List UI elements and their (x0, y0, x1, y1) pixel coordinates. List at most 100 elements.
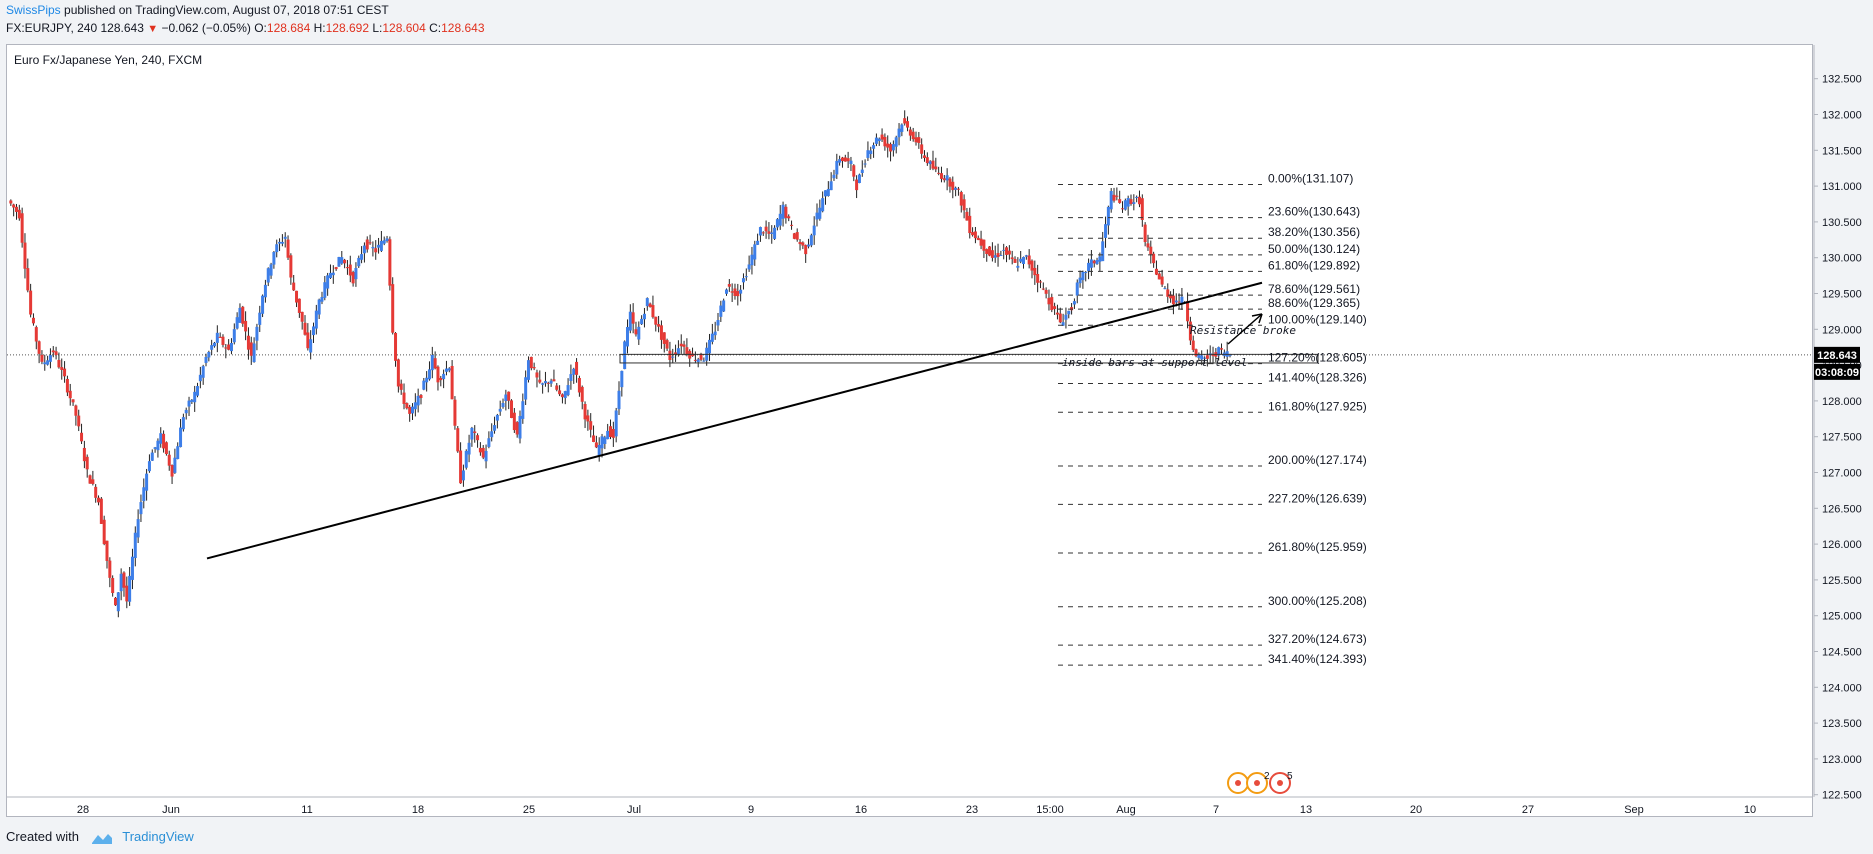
candle-body (128, 575, 132, 602)
candle-body (314, 310, 318, 329)
candle-body (532, 367, 536, 369)
candle-body (201, 366, 205, 378)
candle-body (665, 340, 669, 349)
candle-body (840, 157, 844, 162)
candle-body (600, 436, 604, 449)
tradingview-link[interactable]: TradingView (122, 829, 194, 844)
footer: Created with TradingView (6, 829, 194, 845)
candle-body (1118, 199, 1122, 203)
candle-body (657, 324, 661, 327)
candle-body (620, 370, 624, 388)
candle-body (1010, 257, 1014, 260)
candle-body (303, 322, 307, 335)
candle-body (456, 428, 460, 452)
candle-body (668, 350, 672, 360)
x-tick-label: 13 (1300, 804, 1312, 816)
candle-body (894, 137, 898, 147)
candle-body (866, 150, 870, 158)
candle-body (597, 444, 601, 456)
candle-body (628, 311, 632, 331)
candle-body (130, 556, 134, 580)
candle-body (51, 350, 55, 353)
candle-body (17, 209, 21, 219)
candle-body (1098, 256, 1102, 262)
candle-body (136, 519, 140, 538)
candle-body (1033, 267, 1037, 276)
candle-body (365, 239, 369, 250)
y-tick-label: 122.500 (1822, 790, 1862, 802)
last-price-badge-label: 128.643 (1817, 350, 1857, 362)
candle-body (108, 560, 112, 578)
candle-body (1044, 289, 1048, 294)
candle-body (164, 442, 168, 455)
candle-body (722, 300, 726, 312)
candle-body (283, 236, 287, 239)
fib-level-label: 0.00%(131.107) (1268, 171, 1353, 185)
candle-body (1013, 258, 1017, 263)
publish-header: SwissPips published on TradingView.com, … (6, 3, 389, 17)
candle-body (889, 144, 893, 152)
candle-body (1137, 196, 1141, 205)
fib-level-label: 327.20%(124.673) (1268, 632, 1367, 646)
candle-body (459, 450, 463, 484)
fib-level-label: 341.40%(124.393) (1268, 652, 1367, 666)
candle-body (65, 378, 69, 393)
candle-body (968, 215, 972, 234)
candle-body (1205, 355, 1209, 359)
x-tick-label: Sep (1624, 804, 1644, 816)
candle-body (224, 347, 228, 349)
candle-body (877, 138, 881, 142)
candle-body (411, 406, 415, 414)
close-label: C: (429, 21, 442, 35)
candle-body (560, 394, 564, 398)
open-value: 128.684 (266, 21, 311, 35)
candle-body (328, 272, 332, 279)
candle-body (674, 352, 678, 355)
candle-body (244, 320, 248, 332)
candle-body (942, 178, 946, 181)
candle-body (914, 137, 918, 143)
candle-body (821, 198, 825, 212)
candle-body (855, 179, 859, 191)
candle-body (939, 173, 943, 179)
x-tick-label: 20 (1410, 804, 1422, 816)
candle-body (1228, 354, 1232, 356)
fib-level-label: 200.00%(127.174) (1268, 453, 1367, 467)
candle-body (962, 199, 966, 211)
candle-body (1078, 277, 1082, 284)
chart-panel[interactable] (6, 44, 1813, 817)
candle-body (275, 244, 279, 253)
candle-body (309, 339, 313, 353)
candle-body (119, 573, 123, 592)
candle-body (843, 157, 847, 162)
candle-body (1106, 206, 1110, 226)
candle-body (1081, 271, 1085, 281)
candle-body (1087, 262, 1091, 272)
fib-level-label: 23.60%(130.643) (1268, 205, 1360, 219)
candle-body (685, 347, 689, 354)
candle-body (187, 400, 191, 407)
candle-body (611, 429, 615, 438)
candle-body (377, 244, 381, 248)
candle-body (447, 368, 451, 371)
y-tick-label: 131.000 (1822, 181, 1862, 193)
y-tick-label: 129.500 (1822, 289, 1862, 301)
candle-body (756, 240, 760, 245)
candle-body (818, 207, 822, 219)
candle-body (238, 307, 242, 323)
candle-body (362, 245, 366, 254)
candle-body (487, 438, 491, 447)
last-price-badge (1814, 346, 1860, 363)
candle-body (1084, 272, 1088, 274)
candle-body (261, 295, 265, 314)
candle-body (170, 465, 174, 477)
candle-body (133, 532, 137, 559)
candle-body (374, 248, 378, 253)
candle-body (408, 406, 412, 414)
candle-body (470, 427, 474, 440)
candle-body (68, 390, 72, 399)
x-tick-label: 27 (1522, 804, 1534, 816)
author-link[interactable]: SwissPips (6, 3, 61, 17)
candle-body (606, 430, 610, 440)
